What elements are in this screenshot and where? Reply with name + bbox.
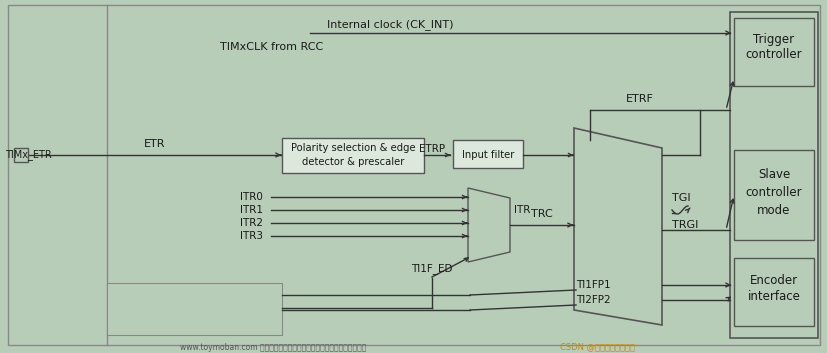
Text: ITR1: ITR1 <box>240 205 263 215</box>
Text: controller: controller <box>745 185 801 198</box>
Bar <box>107 283 282 335</box>
Text: ETRP: ETRP <box>418 144 445 154</box>
Text: TIMx_ETR: TIMx_ETR <box>5 150 52 161</box>
Bar <box>733 18 813 86</box>
Text: www.toymoban.com 网络图片仅供展示，非存储，如有侵权请联系删除。: www.toymoban.com 网络图片仅供展示，非存储，如有侵权请联系删除。 <box>179 342 366 352</box>
Bar <box>282 138 423 173</box>
Text: TI2FP2: TI2FP2 <box>576 295 609 305</box>
Text: TGI: TGI <box>672 193 690 203</box>
Bar <box>729 12 817 338</box>
Text: Encoder: Encoder <box>749 274 797 287</box>
Polygon shape <box>573 128 662 325</box>
Text: detector & prescaler: detector & prescaler <box>302 157 404 167</box>
Text: ITR: ITR <box>514 205 530 215</box>
Text: TRGI: TRGI <box>672 220 697 230</box>
Text: ITR3: ITR3 <box>240 231 263 241</box>
Text: CSDN @资深流水线工程师: CSDN @资深流水线工程师 <box>559 342 634 352</box>
Bar <box>733 150 813 240</box>
Text: ITR2: ITR2 <box>240 218 263 228</box>
Text: Input filter: Input filter <box>461 150 514 160</box>
Text: TI1FP1: TI1FP1 <box>576 280 609 290</box>
Text: controller: controller <box>745 48 801 61</box>
Text: Slave: Slave <box>757 168 789 181</box>
Text: TRC: TRC <box>530 209 552 219</box>
Text: Polarity selection & edge: Polarity selection & edge <box>290 143 415 153</box>
Text: interface: interface <box>747 291 800 304</box>
Text: ITR0: ITR0 <box>240 192 262 202</box>
Bar <box>452 140 523 168</box>
Text: TI1F_ED: TI1F_ED <box>411 264 452 274</box>
Text: TIMxCLK from RCC: TIMxCLK from RCC <box>220 42 323 52</box>
Text: ETRF: ETRF <box>625 94 653 104</box>
Text: Trigger: Trigger <box>753 34 794 47</box>
Text: mode: mode <box>757 203 790 216</box>
Text: Internal clock (CK_INT): Internal clock (CK_INT) <box>327 19 452 30</box>
Text: ETR: ETR <box>144 139 165 149</box>
Polygon shape <box>467 188 509 262</box>
Bar <box>733 258 813 326</box>
Bar <box>14 148 28 162</box>
